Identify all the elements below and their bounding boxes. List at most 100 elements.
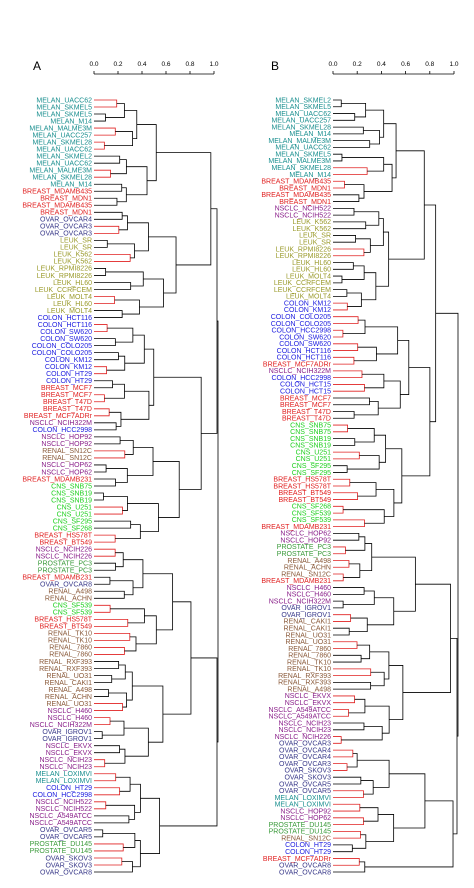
leaf-label: BREAST_MCF7 [280, 395, 331, 402]
leaf-label: MELAN_M14 [289, 172, 331, 179]
panel-b-scale-bar: 0.0 0.2 0.4 0.6 0.8 1.0 [328, 61, 459, 75]
dendrogram-branch [333, 451, 360, 460]
leaf-label: RENAL_UO31 [285, 639, 331, 646]
dendrogram-branch [94, 436, 121, 445]
dendrogram-branch [333, 803, 361, 812]
dendrogram-branch [94, 843, 124, 852]
leaf-label: BREAST_BT549 [39, 539, 92, 546]
dendrogram-branch [94, 604, 111, 613]
dendrogram-branch [333, 356, 355, 365]
dendrogram-branch [94, 127, 116, 136]
leaf-label: LEUK_RPMI8226 [37, 273, 92, 280]
leaf-label: CNS_SF295 [292, 470, 331, 477]
leaf-label: NSCLC_NCIH23 [39, 764, 92, 771]
leaf-label: OVAR_IGROV1 [42, 736, 92, 743]
leaf-label: MELAN_MALME3M [29, 125, 92, 132]
leaf-label: OVAR_IGROV1 [281, 605, 331, 612]
leaf-label: RENAL_TK10 [48, 631, 92, 638]
leaf-label: NSCLC_NCIH322M [269, 598, 331, 605]
leaf-label: BREAST_HS578T [34, 532, 92, 539]
dendrogram-branch [333, 722, 365, 731]
dendrogram-branch [120, 390, 150, 420]
leaf-label: COLON_HCC2998 [271, 328, 331, 335]
dendrogram-branch [104, 383, 125, 399]
leaf-label: LEUK_SR [60, 238, 92, 245]
dendrogram-branch [333, 600, 344, 609]
scale-tick-label: 0.8 [185, 61, 194, 68]
leaf-label: COLON_HT29 [46, 371, 92, 378]
dendrogram-branch [333, 289, 348, 297]
leaf-label: RENAL_CAKI1 [45, 680, 93, 687]
dendrogram-branch [94, 169, 111, 178]
dendrogram-branch [333, 627, 350, 636]
dendrogram-branch [126, 166, 148, 196]
dendrogram-branch [140, 797, 160, 854]
leaf-label: BREAST_MCF7 [41, 392, 92, 399]
leaf-label: OVAR_OVCAR4 [279, 754, 331, 761]
dendrogram-branch [94, 310, 123, 318]
dendrogram-branch [333, 478, 351, 487]
leaf-label: CNS_SF539 [53, 603, 92, 610]
leaf-label: COLON_HCC2998 [271, 375, 331, 382]
dendrogram-branch [94, 478, 116, 487]
leaf-label: CNS_SNB19 [51, 490, 92, 497]
dendrogram-branch [361, 272, 377, 301]
leaf-label: MELAN_M14 [289, 131, 331, 138]
leaf-label: COLON_COLO205 [271, 321, 331, 328]
leaf-label: BREAST_MDN1 [279, 185, 331, 192]
dendrogram-branch [94, 857, 123, 866]
leaf-label: COLON_HCT15 [280, 388, 331, 395]
leaf-label: MELAN_SKMEL28 [32, 139, 92, 146]
leaf-label: LEUK_SR [299, 240, 331, 247]
leaf-label: MELAN_UACC62 [36, 160, 92, 167]
dendrogram-branch [376, 488, 395, 517]
leaf-label: NSCLC_EKVX [285, 693, 332, 700]
leaf-label: BREAST_MDN1 [40, 210, 92, 217]
dendrogram-branch [94, 861, 133, 873]
leaf-label: OVAR_SKOV3 [284, 768, 331, 775]
dendrogram-branch [94, 506, 123, 515]
dendrogram-branch [370, 218, 384, 246]
leaf-label: OVAR_OVCAR8 [40, 582, 92, 589]
dendrogram-branch [333, 370, 363, 379]
panel-b-branches [333, 99, 459, 873]
dendrogram-branch [375, 231, 390, 287]
leaf-label: NSCLC_A549ATCC [29, 813, 92, 820]
leaf-label: RENAL_UO31 [285, 632, 331, 639]
dendrogram-branch [365, 814, 395, 842]
leaf-label: NSCLC_HOP92 [280, 808, 331, 815]
dendrogram-branch [359, 543, 373, 572]
leaf-label: COLON_HT29 [285, 849, 331, 856]
leaf-label: LEUK_CCRFCEM [274, 287, 331, 294]
dendrogram-branch [333, 262, 354, 270]
dendrogram-branch [343, 509, 385, 524]
leaf-label: PROSTATE_DU145 [269, 829, 331, 836]
dendrogram-branch [94, 661, 120, 669]
dendrogram-branch [124, 334, 145, 364]
leaf-label: BREAST_MDAMB231 [22, 575, 92, 582]
leaf-label: LEUK_K562 [53, 252, 92, 259]
leaf-label: NSCLC_EKVX [285, 700, 332, 707]
leaf-label: RENAL_RXF393 [39, 666, 92, 673]
dendrogram-branch [347, 455, 380, 470]
leaf-label: LEUK_K562 [53, 259, 92, 266]
leaf-label: BREAST_MDAMB231 [261, 524, 331, 531]
dendrogram-branch [346, 292, 362, 307]
dendrogram-branch [333, 641, 358, 649]
leaf-label: OVAR_SKOV3 [45, 862, 92, 869]
dendrogram-branch [108, 692, 127, 708]
dendrogram-branch [94, 338, 116, 347]
leaf-label: LEUK_HL60 [292, 267, 331, 274]
leaf-label: RENAL_CAKI1 [284, 626, 332, 633]
leaf-label: RENAL_RXF393 [278, 673, 331, 680]
leaf-label: COLON_COLO205 [32, 350, 92, 357]
leaf-label: LEUK_HL60 [53, 280, 92, 287]
dendrogram-branch [94, 548, 116, 557]
leaf-label: BREAST_T47D [282, 409, 331, 416]
leaf-label: CNS_SF295 [53, 518, 92, 525]
leaf-label: CNS_SF268 [53, 525, 92, 532]
leaf-label: NSCLC_HOP92 [41, 434, 92, 441]
dendrogram-branch [353, 211, 380, 226]
panel-a-branches [94, 99, 219, 873]
leaf-label: RENAL_7860 [288, 646, 331, 653]
